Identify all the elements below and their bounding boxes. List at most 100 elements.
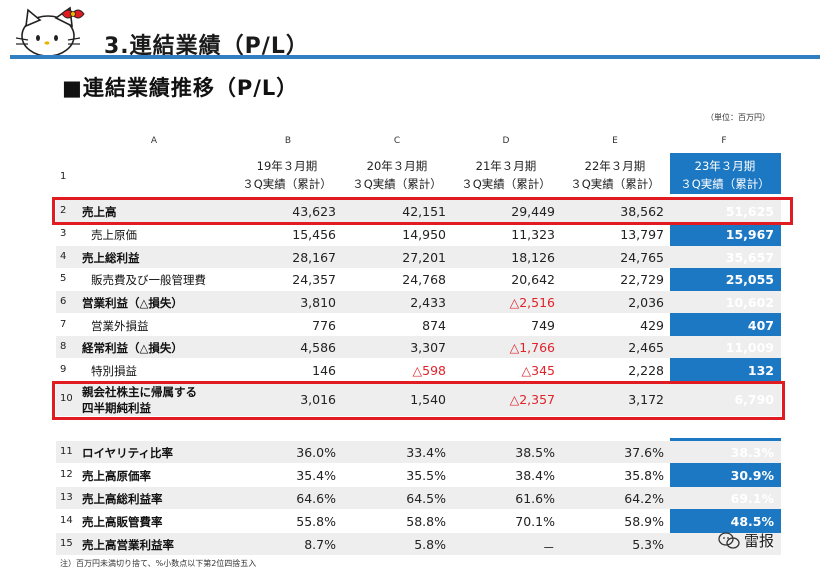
cell-value: 2,228 [628, 363, 664, 378]
column-header-year: 23年３月期 [694, 159, 756, 173]
column-letter: A [150, 136, 158, 146]
column-header-period: ３Q実績（累計） [461, 177, 551, 191]
row-label: 売上高原価率 [82, 469, 151, 483]
cell-value: 38.4% [515, 468, 555, 483]
row-number: 7 [60, 319, 67, 330]
column-header-period: ３Q実績（累計） [242, 177, 332, 191]
cell-value: 28,167 [292, 250, 336, 265]
table-row [56, 200, 781, 222]
cell-value: 407 [747, 318, 774, 333]
cell-value: 35,657 [725, 250, 774, 265]
cell-value: 35.8% [624, 468, 664, 483]
row-label: 売上総利益 [82, 251, 140, 265]
unit-note: （単位：百万円） [706, 113, 770, 122]
cell-value: 51,625 [725, 204, 774, 219]
cell-value: 13,797 [620, 227, 664, 242]
column-header: 21年３月期 ３Q実績（累計） [451, 157, 561, 193]
cell-value: 15,456 [292, 227, 336, 242]
column-header: 22年３月期 ３Q実績（累計） [560, 157, 670, 193]
row-label: 売上高 [82, 205, 117, 219]
cell-value: △345 [521, 363, 555, 378]
row-label: 営業利益（△損失） [82, 296, 183, 310]
row-number: 1 [60, 171, 67, 182]
cell-value: 38.3% [730, 445, 774, 460]
cell-value: 33.4% [406, 445, 446, 460]
cell-value: 30.9% [730, 468, 774, 483]
cell-value: 70.1% [515, 514, 555, 529]
cell-value: 10,602 [725, 295, 774, 310]
cell-value: 749 [531, 318, 555, 333]
title-underline [10, 55, 820, 59]
cell-value: 2,465 [628, 340, 664, 355]
cell-value: 3,307 [410, 340, 446, 355]
cell-value: 27,201 [402, 250, 446, 265]
cell-value: 22,729 [620, 272, 664, 287]
cell-value: 29,449 [511, 204, 555, 219]
cell-value: 24,768 [402, 272, 446, 287]
cell-value: 38.5% [515, 445, 555, 460]
cell-value: 64.5% [406, 491, 446, 506]
column-header-year: 21年３月期 [475, 159, 537, 173]
cell-value: 3,810 [300, 295, 336, 310]
column-header-year: 22年３月期 [584, 159, 646, 173]
cell-value: 64.2% [624, 491, 664, 506]
row-label: 経常利益（△損失） [82, 341, 183, 355]
column-letter: B [284, 136, 292, 146]
cell-value: 24,765 [620, 250, 664, 265]
row-number: 11 [60, 446, 73, 457]
hello-kitty-logo [15, 6, 85, 57]
cell-value: 69.1% [730, 491, 774, 506]
row-label: 売上高営業利益率 [82, 538, 174, 552]
cell-value: 48.5% [730, 514, 774, 529]
cell-value: △2,357 [509, 392, 555, 407]
cell-value: 64.6% [296, 491, 336, 506]
cell-value: △598 [412, 363, 446, 378]
row-label: 売上高総利益率 [82, 492, 163, 506]
cell-value: 18,126 [511, 250, 555, 265]
table-row [56, 291, 781, 313]
column-header-period: ３Q実績（累計） [680, 177, 770, 191]
row-number: 5 [60, 273, 67, 284]
watermark: 雷报 [718, 530, 774, 551]
column-header-period: ３Q実績（累計） [570, 177, 660, 191]
column-header: 20年３月期 ３Q実績（累計） [342, 157, 452, 193]
wechat-icon [718, 531, 740, 549]
highlight-box-net-income [52, 381, 785, 420]
cell-value: △2,516 [509, 295, 555, 310]
row-number: 12 [60, 469, 73, 480]
row-number: 14 [60, 515, 73, 526]
row-label: ロイヤリティ比率 [82, 446, 173, 460]
cell-value: 6,790 [734, 392, 774, 407]
row-number: 6 [60, 296, 67, 307]
column-letter: F [721, 136, 727, 146]
table-row [56, 336, 781, 358]
table-row [56, 487, 781, 509]
cell-value: 1,540 [410, 392, 446, 407]
column-letter: E [612, 136, 618, 146]
cell-value: △1,766 [509, 340, 555, 355]
watermark-text: 雷报 [744, 532, 775, 550]
table-row [56, 246, 781, 268]
column-header-year: 20年３月期 [366, 159, 428, 173]
cell-value: 874 [422, 318, 446, 333]
column-header-year: 19年３月期 [256, 159, 318, 173]
row-label: 営業外損益 [91, 319, 149, 333]
cell-value: 35.4% [296, 468, 336, 483]
row-number: 4 [60, 251, 67, 262]
row-label: 販売費及び一般管理費 [91, 273, 206, 287]
cell-value: 58.9% [624, 514, 664, 529]
cell-value: 5.8% [414, 537, 446, 552]
row-number: 13 [60, 492, 73, 503]
cell-value: 20,642 [511, 272, 555, 287]
row-number: 8 [60, 341, 67, 352]
cell-value: 14,950 [402, 227, 446, 242]
cell-value: 15,967 [725, 227, 774, 242]
cell-value: 58.8% [406, 514, 446, 529]
highlight-box-sales [52, 197, 793, 225]
row-number: 15 [60, 538, 73, 549]
cell-value: 5.3% [632, 537, 664, 552]
cell-value: 55.8% [296, 514, 336, 529]
cell-value: 2,036 [628, 295, 664, 310]
cell-value: 11,323 [511, 227, 555, 242]
row-number: 2 [60, 205, 67, 216]
